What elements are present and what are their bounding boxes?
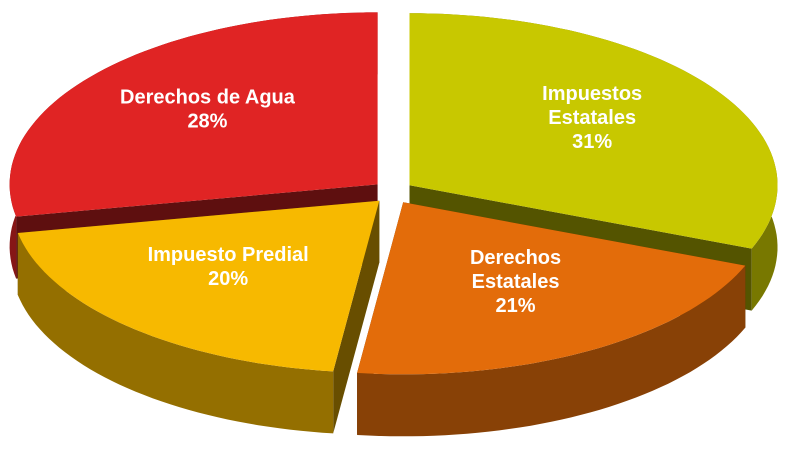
slice-name: Derechos (470, 247, 561, 269)
slice-percent: 20% (208, 268, 248, 290)
pie-slice (17, 200, 380, 372)
pie-slice (357, 202, 746, 375)
slice-label: Impuestos Estatales 31% (542, 84, 642, 154)
slice-name: Estatales (548, 108, 636, 130)
slice-side (357, 265, 746, 437)
slice-name: Impuesto Predial (148, 244, 309, 266)
slice-side (17, 233, 334, 434)
slice-label: Derechos de Agua 28% (120, 87, 296, 133)
slice-label: Impuesto Predial 20% (148, 244, 309, 290)
slice-name: Estatales (472, 271, 560, 293)
slice-percent: 31% (572, 132, 612, 154)
slice-percent: 21% (496, 295, 536, 317)
slice-name: Impuestos (542, 84, 642, 106)
slice-label: Derechos Estatales 21% (470, 247, 561, 317)
slice-percent: 28% (187, 111, 227, 133)
pie-slice (9, 12, 378, 217)
pie-slice (409, 13, 778, 249)
slice-name: Derechos de Agua (120, 87, 296, 109)
